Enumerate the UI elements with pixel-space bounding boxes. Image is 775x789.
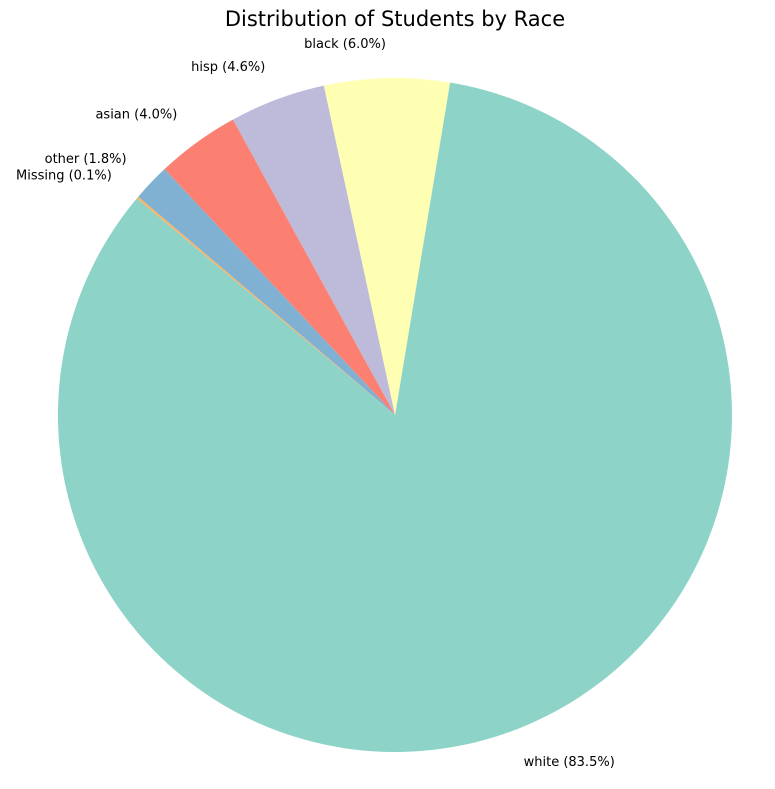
pie-slice-other	[138, 169, 395, 415]
pie-slice-black	[323, 78, 451, 416]
pie-slice-white	[57, 82, 732, 753]
pie-slices	[57, 78, 732, 753]
chart-title: Distribution of Students by Race	[225, 7, 565, 31]
pie-slice-asian	[164, 119, 395, 415]
slice-label-asian: asian (4.0%)	[95, 107, 177, 122]
slice-label-hisp: hisp (4.6%)	[191, 60, 265, 75]
pie-slice-hisp	[232, 85, 395, 416]
pie-labels: white (83.5%) black (6.0%) hisp (4.6%) asia…	[16, 37, 615, 770]
slice-label-white: white (83.5%)	[524, 755, 615, 770]
pie-slice-missing	[136, 196, 395, 415]
slice-label-missing: Missing (0.1%)	[16, 168, 112, 183]
slice-label-black: black (6.0%)	[304, 37, 386, 52]
slice-label-other: other (1.8%)	[45, 152, 127, 167]
